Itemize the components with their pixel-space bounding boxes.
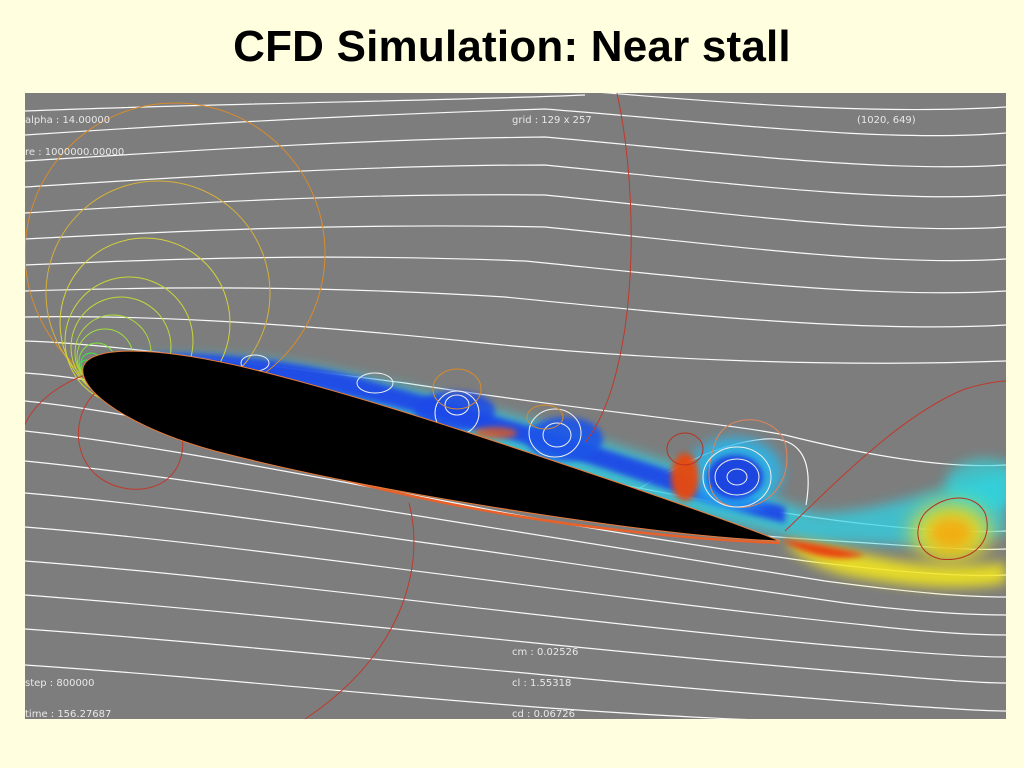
cm-readout: cm : 0.02526 (512, 647, 579, 658)
flow-field (25, 93, 1006, 719)
cursor-coords-readout: (1020, 649) (857, 115, 916, 126)
reynolds-readout: re : 1000000.00000 (25, 147, 125, 158)
airfoil (82, 350, 781, 542)
time-readout: time : 156.27687 (25, 709, 112, 719)
cfd-visualization: alpha : 14.00000 re : 1000000.00000 grid… (25, 93, 1006, 719)
grid-readout: grid : 129 x 257 (512, 115, 592, 126)
slide-title: CFD Simulation: Near stall (233, 22, 791, 71)
alpha-readout: alpha : 14.00000 (25, 115, 111, 126)
cd-readout: cd : 0.06726 (512, 709, 575, 719)
cl-readout: cl : 1.55318 (512, 678, 572, 689)
step-readout: step : 800000 (25, 678, 95, 689)
